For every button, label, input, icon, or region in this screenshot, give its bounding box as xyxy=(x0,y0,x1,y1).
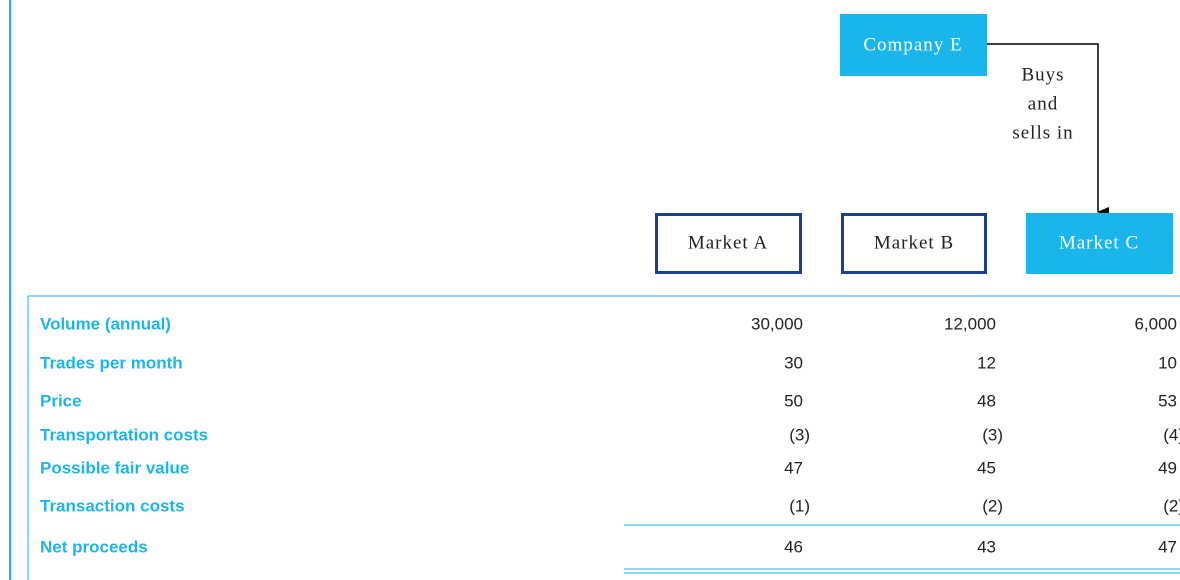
cell: (3) xyxy=(982,425,1003,444)
company-box xyxy=(840,14,987,76)
cell: 50 xyxy=(784,391,803,410)
arrow xyxy=(987,43,1109,217)
cell: 47 xyxy=(784,458,803,477)
cell: (1) xyxy=(789,496,810,515)
cell: 43 xyxy=(977,537,996,556)
market-label: Market A xyxy=(688,232,768,253)
row-label: Volume (annual) xyxy=(40,314,171,333)
cell: 45 xyxy=(977,458,996,477)
row-label: Transportation costs xyxy=(40,425,208,444)
cell: 12 xyxy=(977,353,996,372)
cell: (2) xyxy=(1163,496,1180,515)
row-label: Possible fair value xyxy=(40,458,189,477)
market-label: Market B xyxy=(874,232,954,253)
cell: 47 xyxy=(1158,537,1177,556)
edge-label: Buys xyxy=(1021,64,1064,85)
cell: 48 xyxy=(977,391,996,410)
company-label: Company E xyxy=(863,34,962,55)
market-box xyxy=(841,213,987,274)
cell: 10 xyxy=(1158,353,1177,372)
cell: (2) xyxy=(982,496,1003,515)
market-label: Market C xyxy=(1059,232,1139,253)
cell: 46 xyxy=(784,537,803,556)
cell: 30 xyxy=(784,353,803,372)
market-box xyxy=(655,213,802,274)
market-box xyxy=(1026,213,1173,274)
cell: 53 xyxy=(1158,391,1177,410)
row-label: Price xyxy=(40,391,82,410)
row-label: Transaction costs xyxy=(40,496,185,515)
cell: (3) xyxy=(789,425,810,444)
edge-label: sells in xyxy=(1012,122,1073,143)
cell: 6,000 xyxy=(1134,314,1177,333)
row-label: Trades per month xyxy=(40,353,183,372)
cell: 12,000 xyxy=(944,314,996,333)
edge-label: and xyxy=(1028,93,1058,114)
cell: (4) xyxy=(1163,425,1180,444)
cell: 30,000 xyxy=(751,314,803,333)
row-label: Net proceeds xyxy=(40,537,148,556)
cell: 49 xyxy=(1158,458,1177,477)
